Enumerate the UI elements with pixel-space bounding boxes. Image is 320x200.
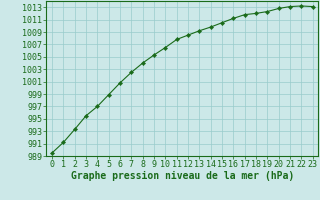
X-axis label: Graphe pression niveau de la mer (hPa): Graphe pression niveau de la mer (hPa) <box>71 171 294 181</box>
